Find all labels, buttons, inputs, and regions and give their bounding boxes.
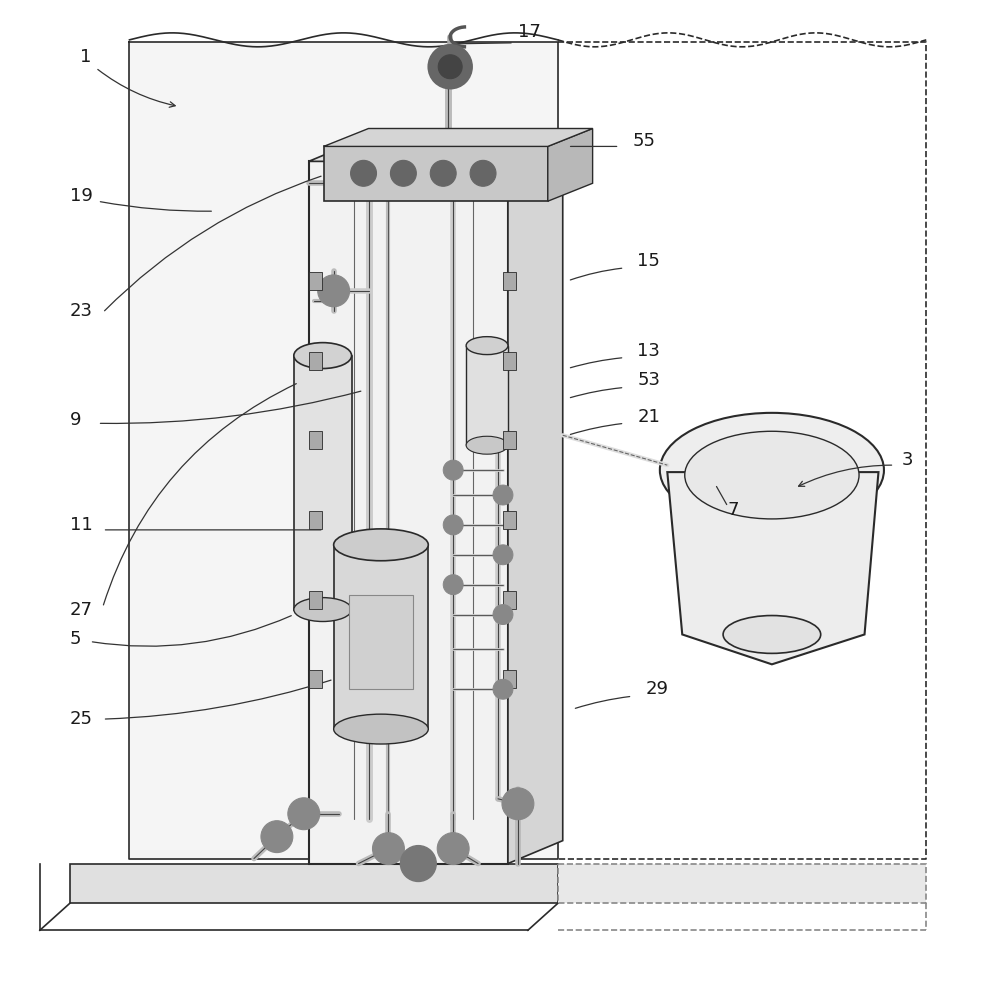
Ellipse shape <box>334 529 428 561</box>
Text: 7: 7 <box>727 501 739 519</box>
Polygon shape <box>324 128 593 146</box>
Circle shape <box>443 515 463 535</box>
Text: 11: 11 <box>70 516 93 534</box>
Ellipse shape <box>294 598 352 622</box>
Text: 29: 29 <box>645 680 668 698</box>
Text: 23: 23 <box>70 302 93 320</box>
Text: 5: 5 <box>70 630 82 648</box>
Text: 17: 17 <box>518 23 541 41</box>
Circle shape <box>288 798 320 830</box>
Circle shape <box>373 833 404 865</box>
Circle shape <box>318 275 350 307</box>
Polygon shape <box>309 138 563 161</box>
Bar <box>294 356 352 610</box>
Polygon shape <box>70 864 558 903</box>
Bar <box>503 272 516 290</box>
Text: 13: 13 <box>637 342 660 360</box>
Polygon shape <box>548 128 593 201</box>
Bar <box>466 346 508 445</box>
Text: 55: 55 <box>632 132 655 150</box>
Bar <box>309 161 508 864</box>
Bar <box>309 272 322 290</box>
Text: 25: 25 <box>70 710 93 728</box>
Circle shape <box>493 605 513 624</box>
Polygon shape <box>508 138 563 864</box>
Bar <box>309 591 322 609</box>
Polygon shape <box>667 472 878 664</box>
Bar <box>309 670 322 688</box>
Ellipse shape <box>723 616 821 653</box>
Bar <box>309 511 322 529</box>
Circle shape <box>493 545 513 565</box>
Circle shape <box>390 160 416 186</box>
Circle shape <box>493 485 513 505</box>
Circle shape <box>351 160 376 186</box>
Bar <box>349 595 413 689</box>
Polygon shape <box>558 864 926 903</box>
Bar <box>309 431 322 449</box>
Ellipse shape <box>334 714 428 744</box>
Ellipse shape <box>660 413 884 527</box>
Text: 19: 19 <box>70 187 93 205</box>
Bar <box>324 146 548 201</box>
Bar <box>503 352 516 370</box>
Bar <box>503 670 516 688</box>
Text: 53: 53 <box>637 371 660 389</box>
Circle shape <box>400 846 436 881</box>
Text: 21: 21 <box>637 408 660 426</box>
Circle shape <box>438 55 462 79</box>
Text: 27: 27 <box>70 601 93 619</box>
Circle shape <box>502 788 534 820</box>
Bar <box>334 545 428 729</box>
Text: 15: 15 <box>637 252 660 270</box>
Circle shape <box>443 460 463 480</box>
Circle shape <box>443 575 463 595</box>
Text: 1: 1 <box>80 48 91 66</box>
Ellipse shape <box>684 431 859 519</box>
Bar <box>503 591 516 609</box>
Bar <box>503 511 516 529</box>
Circle shape <box>428 45 472 89</box>
Text: 9: 9 <box>70 411 82 429</box>
Circle shape <box>437 833 469 865</box>
Ellipse shape <box>466 436 508 454</box>
Circle shape <box>430 160 456 186</box>
Text: 3: 3 <box>901 451 913 469</box>
Circle shape <box>470 160 496 186</box>
Ellipse shape <box>294 343 352 369</box>
Bar <box>309 352 322 370</box>
Circle shape <box>493 679 513 699</box>
Circle shape <box>261 821 293 853</box>
Bar <box>503 431 516 449</box>
Polygon shape <box>129 42 558 859</box>
Ellipse shape <box>466 337 508 355</box>
